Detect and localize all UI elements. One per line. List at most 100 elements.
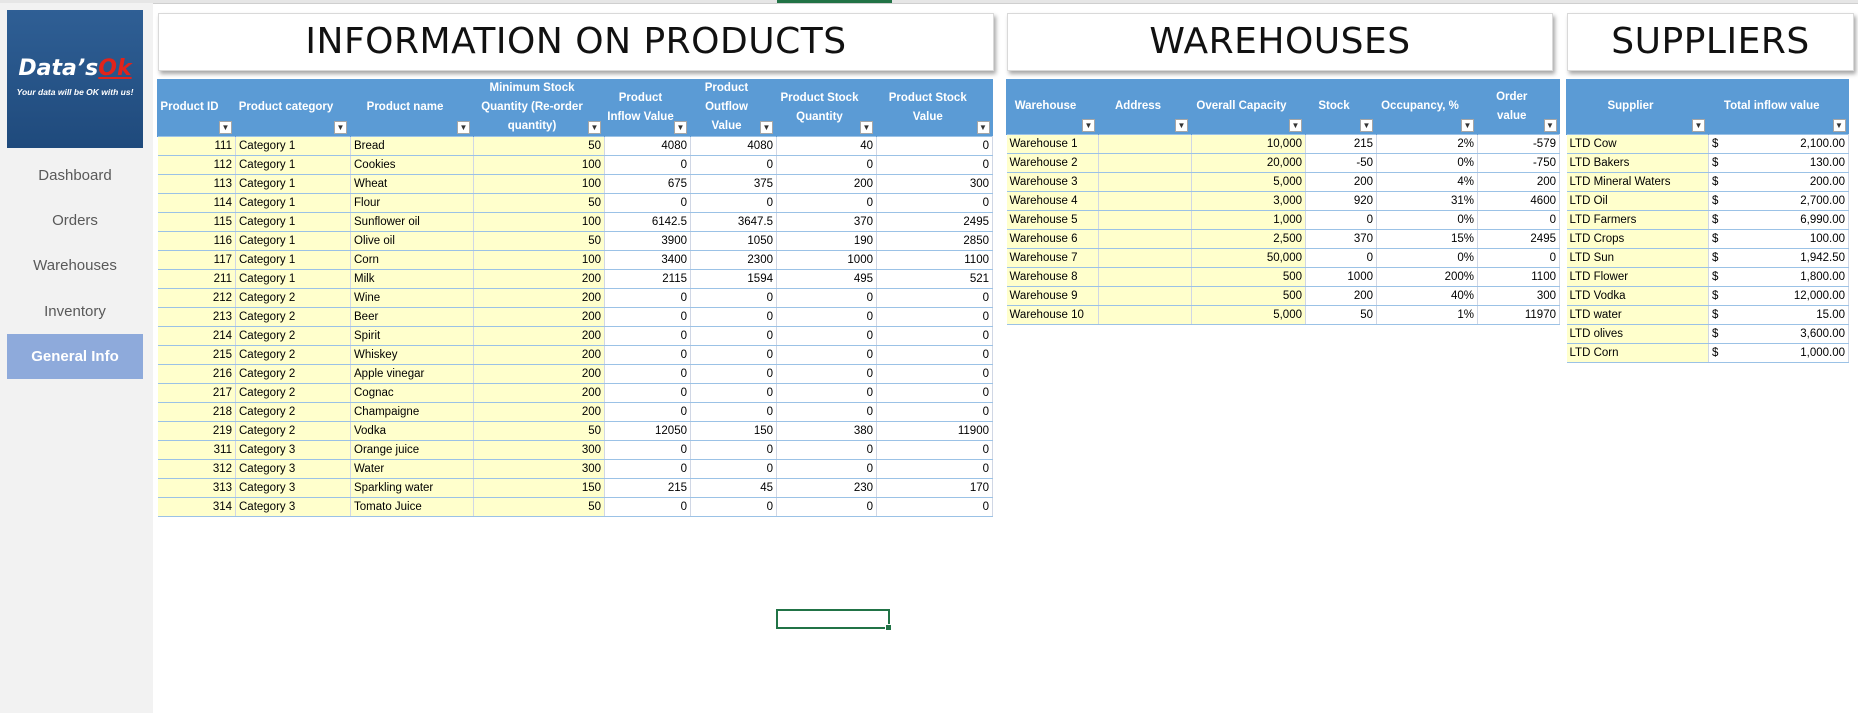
table-cell[interactable]: 0 bbox=[876, 193, 993, 213]
table-cell[interactable]: 0 bbox=[1305, 210, 1377, 230]
table-cell[interactable]: Olive oil bbox=[350, 231, 474, 251]
table-cell[interactable]: 200 bbox=[473, 326, 605, 346]
table-cell[interactable]: 0 bbox=[876, 364, 993, 384]
table-cell[interactable]: $1,800.00 bbox=[1708, 267, 1849, 287]
table-cell[interactable]: 50 bbox=[473, 136, 605, 156]
table-cell[interactable]: 495 bbox=[776, 269, 877, 289]
table-cell[interactable]: 113 bbox=[157, 174, 236, 194]
table-cell[interactable]: 0 bbox=[604, 307, 691, 327]
table-cell[interactable]: 0 bbox=[776, 440, 877, 460]
table-cell[interactable]: Bread bbox=[350, 136, 474, 156]
table-cell[interactable]: 2% bbox=[1376, 134, 1478, 154]
table-cell[interactable]: 50 bbox=[473, 231, 605, 251]
table-cell[interactable]: 0 bbox=[776, 326, 877, 346]
table-cell[interactable]: 0 bbox=[876, 136, 993, 156]
table-cell[interactable]: Warehouse 9 bbox=[1006, 286, 1099, 306]
table-cell[interactable]: -750 bbox=[1477, 153, 1560, 173]
table-cell[interactable]: LTD Mineral Waters bbox=[1566, 172, 1709, 192]
table-cell[interactable]: Category 1 bbox=[235, 269, 351, 289]
table-cell[interactable]: 11970 bbox=[1477, 305, 1560, 325]
table-cell[interactable]: Wine bbox=[350, 288, 474, 308]
table-cell[interactable]: 0 bbox=[876, 383, 993, 403]
table-cell[interactable]: Beer bbox=[350, 307, 474, 327]
table-cell[interactable]: $100.00 bbox=[1708, 229, 1849, 249]
table-cell[interactable]: 0 bbox=[604, 364, 691, 384]
table-cell[interactable]: 0% bbox=[1376, 248, 1478, 268]
table-cell[interactable]: 200 bbox=[473, 269, 605, 289]
table-cell[interactable]: 11900 bbox=[876, 421, 993, 441]
filter-dropdown-icon[interactable]: ▼ bbox=[219, 121, 232, 134]
table-cell[interactable]: 0 bbox=[776, 383, 877, 403]
table-cell[interactable]: 200% bbox=[1376, 267, 1478, 287]
table-cell[interactable]: 313 bbox=[157, 478, 236, 498]
table-cell[interactable]: 0% bbox=[1376, 210, 1478, 230]
table-cell[interactable]: 215 bbox=[157, 345, 236, 365]
table-cell[interactable]: 114 bbox=[157, 193, 236, 213]
nav-inventory[interactable]: Inventory bbox=[44, 303, 106, 320]
table-cell[interactable]: $3,600.00 bbox=[1708, 324, 1849, 344]
table-cell[interactable]: Cognac bbox=[350, 383, 474, 403]
filter-dropdown-icon[interactable]: ▼ bbox=[1543, 119, 1557, 132]
table-cell[interactable]: 45 bbox=[690, 478, 777, 498]
table-cell[interactable]: LTD olives bbox=[1566, 324, 1709, 344]
table-cell[interactable]: LTD water bbox=[1566, 305, 1709, 325]
table-cell[interactable]: 190 bbox=[776, 231, 877, 251]
table-cell[interactable]: 2495 bbox=[876, 212, 993, 232]
table-cell[interactable]: 0 bbox=[604, 326, 691, 346]
filter-dropdown-icon[interactable]: ▼ bbox=[1175, 119, 1188, 132]
table-cell[interactable]: LTD Corn bbox=[1566, 343, 1709, 363]
table-cell[interactable]: 20,000 bbox=[1191, 153, 1306, 173]
table-cell[interactable]: 0 bbox=[604, 440, 691, 460]
table-cell[interactable]: 314 bbox=[157, 497, 236, 517]
table-cell[interactable]: 40 bbox=[776, 136, 877, 156]
table-cell[interactable]: 380 bbox=[776, 421, 877, 441]
table-cell[interactable] bbox=[1098, 305, 1192, 325]
table-cell[interactable]: $12,000.00 bbox=[1708, 286, 1849, 306]
table-cell[interactable]: 521 bbox=[876, 269, 993, 289]
table-cell[interactable] bbox=[1098, 229, 1192, 249]
table-cell[interactable] bbox=[1098, 134, 1192, 154]
table-cell[interactable]: 0 bbox=[876, 402, 993, 422]
table-cell[interactable]: Category 1 bbox=[235, 136, 351, 156]
table-cell[interactable]: Category 1 bbox=[235, 174, 351, 194]
table-cell[interactable]: 0 bbox=[690, 459, 777, 479]
table-cell[interactable]: $130.00 bbox=[1708, 153, 1849, 173]
table-cell[interactable]: 2300 bbox=[690, 250, 777, 270]
table-cell[interactable]: Flour bbox=[350, 193, 474, 213]
table-cell[interactable]: 0 bbox=[690, 497, 777, 517]
table-cell[interactable]: Category 3 bbox=[235, 459, 351, 479]
table-cell[interactable]: 2,500 bbox=[1191, 229, 1306, 249]
table-cell[interactable]: Warehouse 7 bbox=[1006, 248, 1099, 268]
table-cell[interactable]: $200.00 bbox=[1708, 172, 1849, 192]
table-cell[interactable]: 112 bbox=[157, 155, 236, 175]
table-cell[interactable]: Sparkling water bbox=[350, 478, 474, 498]
table-cell[interactable]: 3400 bbox=[604, 250, 691, 270]
table-cell[interactable]: 0 bbox=[604, 345, 691, 365]
table-cell[interactable]: 230 bbox=[776, 478, 877, 498]
table-cell[interactable]: 0 bbox=[876, 440, 993, 460]
table-cell[interactable]: 100 bbox=[473, 250, 605, 270]
filter-dropdown-icon[interactable]: ▼ bbox=[588, 121, 601, 134]
table-cell[interactable]: 2115 bbox=[604, 269, 691, 289]
table-cell[interactable]: 0% bbox=[1376, 153, 1478, 173]
table-cell[interactable]: Warehouse 5 bbox=[1006, 210, 1099, 230]
table-cell[interactable]: 300 bbox=[473, 440, 605, 460]
filter-dropdown-icon[interactable]: ▼ bbox=[976, 121, 990, 134]
table-cell[interactable]: 0 bbox=[604, 402, 691, 422]
table-cell[interactable]: 15% bbox=[1376, 229, 1478, 249]
table-cell[interactable] bbox=[1098, 153, 1192, 173]
table-cell[interactable]: 0 bbox=[604, 497, 691, 517]
table-cell[interactable]: $2,700.00 bbox=[1708, 191, 1849, 211]
table-cell[interactable]: Warehouse 4 bbox=[1006, 191, 1099, 211]
table-cell[interactable]: 300 bbox=[1477, 286, 1560, 306]
table-cell[interactable]: 4600 bbox=[1477, 191, 1560, 211]
table-cell[interactable] bbox=[1098, 248, 1192, 268]
table-cell[interactable]: 115 bbox=[157, 212, 236, 232]
table-cell[interactable]: 200 bbox=[473, 402, 605, 422]
table-cell[interactable]: 500 bbox=[1191, 267, 1306, 287]
table-cell[interactable]: Category 2 bbox=[235, 383, 351, 403]
table-cell[interactable]: Category 2 bbox=[235, 364, 351, 384]
table-cell[interactable]: 0 bbox=[690, 345, 777, 365]
table-cell[interactable]: -50 bbox=[1305, 153, 1377, 173]
table-cell[interactable]: Category 1 bbox=[235, 250, 351, 270]
